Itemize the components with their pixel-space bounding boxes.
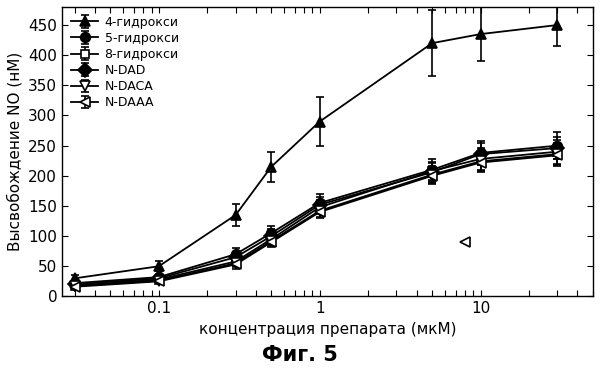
X-axis label: концентрация препарата (мкМ): концентрация препарата (мкМ) xyxy=(199,322,456,337)
Text: Фиг. 5: Фиг. 5 xyxy=(262,345,338,365)
Legend: 4-гидрокси, 5-гидрокси, 8-гидрокси, N-DAD, N-DACA, N-DAAA: 4-гидрокси, 5-гидрокси, 8-гидрокси, N-DA… xyxy=(68,13,181,112)
Y-axis label: Высвобождение NO (нМ): Высвобождение NO (нМ) xyxy=(7,52,23,251)
